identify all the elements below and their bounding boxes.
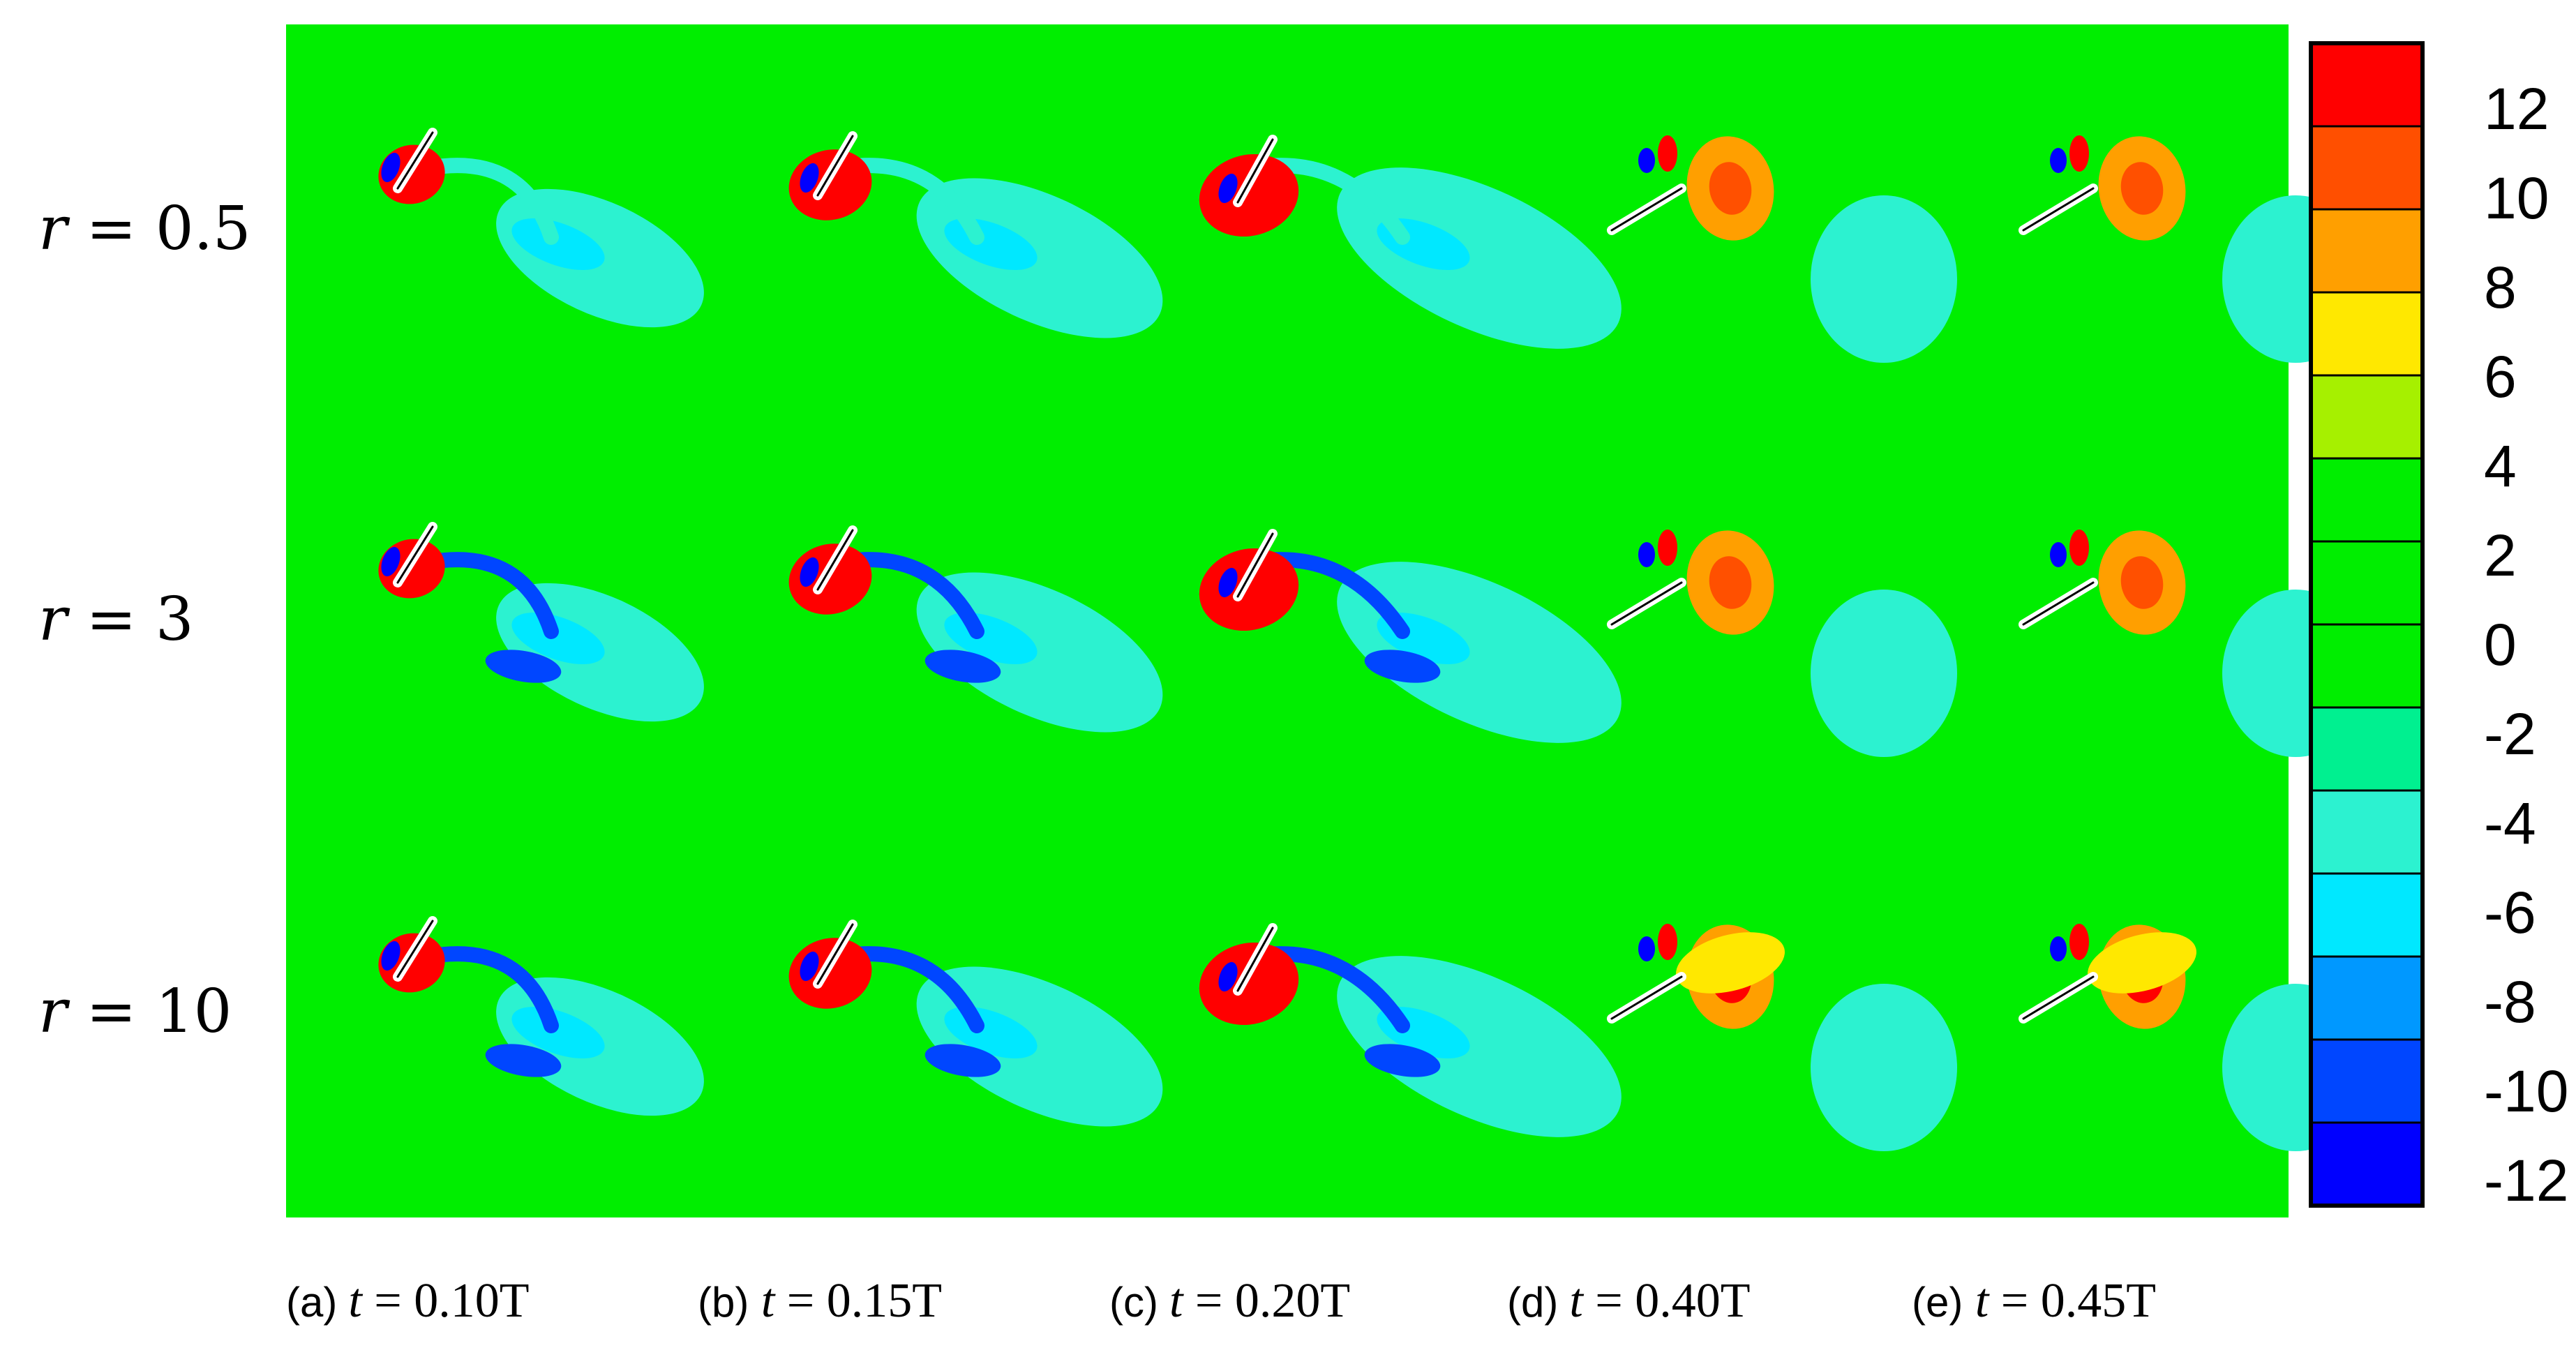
colorbar-tick: -4 bbox=[2484, 790, 2536, 856]
secondary-vortex bbox=[381, 940, 400, 971]
colorbar-tick: -12 bbox=[2484, 1148, 2569, 1213]
colorbar-tick: 10 bbox=[2484, 165, 2549, 231]
shear-layer bbox=[425, 158, 559, 245]
secondary-vortex bbox=[1638, 542, 1655, 567]
wake-region bbox=[1811, 984, 1957, 1151]
wake-region bbox=[1811, 590, 1957, 757]
colorbar-tick: 4 bbox=[2484, 433, 2517, 499]
secondary-vortex bbox=[1218, 961, 1238, 992]
leading-edge-vortex bbox=[1199, 942, 1299, 1026]
secondary-vortex bbox=[800, 163, 819, 193]
secondary-vortex bbox=[2050, 148, 2067, 173]
detached-vortex-core bbox=[2120, 162, 2164, 215]
leading-edge-vortex bbox=[2069, 530, 2089, 566]
colorbar-tick: 0 bbox=[2484, 612, 2517, 677]
wake-region bbox=[1337, 167, 1622, 349]
wing-plate-outline bbox=[396, 525, 434, 584]
shear-layer bbox=[425, 552, 559, 639]
wing-plate-outline bbox=[816, 529, 854, 591]
secondary-vortex bbox=[2050, 936, 2067, 961]
leading-edge-vortex bbox=[1658, 530, 1677, 566]
wake-region bbox=[1337, 956, 1622, 1137]
wake-core bbox=[511, 218, 605, 270]
colorbar-tick: 2 bbox=[2484, 523, 2517, 588]
wing-plate-outline bbox=[1236, 927, 1274, 992]
row-label-r-3: r = 3 bbox=[38, 585, 194, 654]
detached-vortex-halo bbox=[1676, 932, 1785, 994]
wing-plate-outline bbox=[1236, 532, 1274, 598]
shed-vortex bbox=[924, 1044, 1001, 1077]
leading-edge-vortex bbox=[1199, 548, 1299, 631]
colorbar-tick: -8 bbox=[2484, 969, 2536, 1035]
wake-region bbox=[916, 178, 1163, 338]
wake-region bbox=[1337, 562, 1622, 743]
colorbar-tick: 12 bbox=[2484, 76, 2549, 142]
column-label-a: (a) t = 0.10T bbox=[286, 1274, 530, 1328]
wake-core bbox=[511, 613, 605, 664]
leading-edge-vortex bbox=[1199, 153, 1299, 237]
shed-vortex bbox=[1364, 650, 1441, 683]
wake-core bbox=[511, 1007, 605, 1058]
column-label-c: (c) t = 0.20T bbox=[1109, 1274, 1351, 1328]
secondary-vortex bbox=[1218, 567, 1238, 598]
secondary-vortex bbox=[800, 557, 819, 587]
wing-plate-outline bbox=[1610, 187, 1683, 232]
column-label-e: (e) t = 0.45T bbox=[1912, 1274, 2157, 1328]
wake-region bbox=[916, 966, 1163, 1127]
colorbar-tick: -6 bbox=[2484, 880, 2536, 945]
detached-vortex-core bbox=[1709, 162, 1752, 215]
secondary-vortex bbox=[2050, 542, 2067, 567]
wing-plate-outline bbox=[816, 923, 854, 985]
wing-plate-outline bbox=[396, 131, 434, 190]
secondary-vortex bbox=[381, 546, 400, 577]
wing-plate-outline bbox=[1236, 138, 1274, 204]
shed-vortex bbox=[485, 650, 562, 683]
wing-plate-outline bbox=[1610, 581, 1683, 626]
colorbar-tick: -10 bbox=[2484, 1058, 2569, 1124]
secondary-vortex bbox=[1218, 173, 1238, 204]
leading-edge-vortex bbox=[2069, 924, 2089, 960]
wing-plate-outline bbox=[2022, 975, 2095, 1020]
shed-vortex bbox=[924, 650, 1001, 683]
wing-plate-outline bbox=[1610, 975, 1683, 1020]
wake-region bbox=[2222, 984, 2369, 1151]
shear-layer bbox=[425, 946, 559, 1033]
row-label-r-0-5: r = 0.5 bbox=[38, 194, 251, 264]
column-label-b: (b) t = 0.15T bbox=[698, 1274, 943, 1328]
detached-vortex-halo bbox=[2088, 932, 2196, 994]
secondary-vortex bbox=[1638, 936, 1655, 961]
wing-plate-outline bbox=[396, 920, 434, 978]
wake-region bbox=[1811, 195, 1957, 363]
wing-plate-outline bbox=[816, 135, 854, 197]
colorbar-tick: -2 bbox=[2484, 701, 2536, 767]
secondary-vortex bbox=[381, 152, 400, 183]
detached-vortex-core bbox=[1709, 556, 1752, 609]
colorbar-tick: 8 bbox=[2484, 255, 2517, 320]
wake-region bbox=[916, 572, 1163, 733]
leading-edge-vortex bbox=[2069, 135, 2089, 172]
colorbar-tick: 6 bbox=[2484, 344, 2517, 410]
column-label-d: (d) t = 0.40T bbox=[1507, 1274, 1751, 1328]
leading-edge-vortex bbox=[1658, 135, 1677, 172]
wing-plate-outline bbox=[2022, 187, 2095, 232]
secondary-vortex bbox=[1638, 148, 1655, 173]
flow-snapshots bbox=[378, 128, 2369, 1151]
wing-plate-outline bbox=[2022, 581, 2095, 626]
leading-edge-vortex bbox=[1658, 924, 1677, 960]
detached-vortex-core bbox=[2120, 556, 2164, 609]
wake-region bbox=[2222, 590, 2369, 757]
shed-vortex bbox=[1364, 1044, 1441, 1077]
row-label-r-10: r = 10 bbox=[38, 977, 232, 1047]
wake-region bbox=[2222, 195, 2369, 363]
secondary-vortex bbox=[800, 951, 819, 982]
shed-vortex bbox=[485, 1044, 562, 1077]
